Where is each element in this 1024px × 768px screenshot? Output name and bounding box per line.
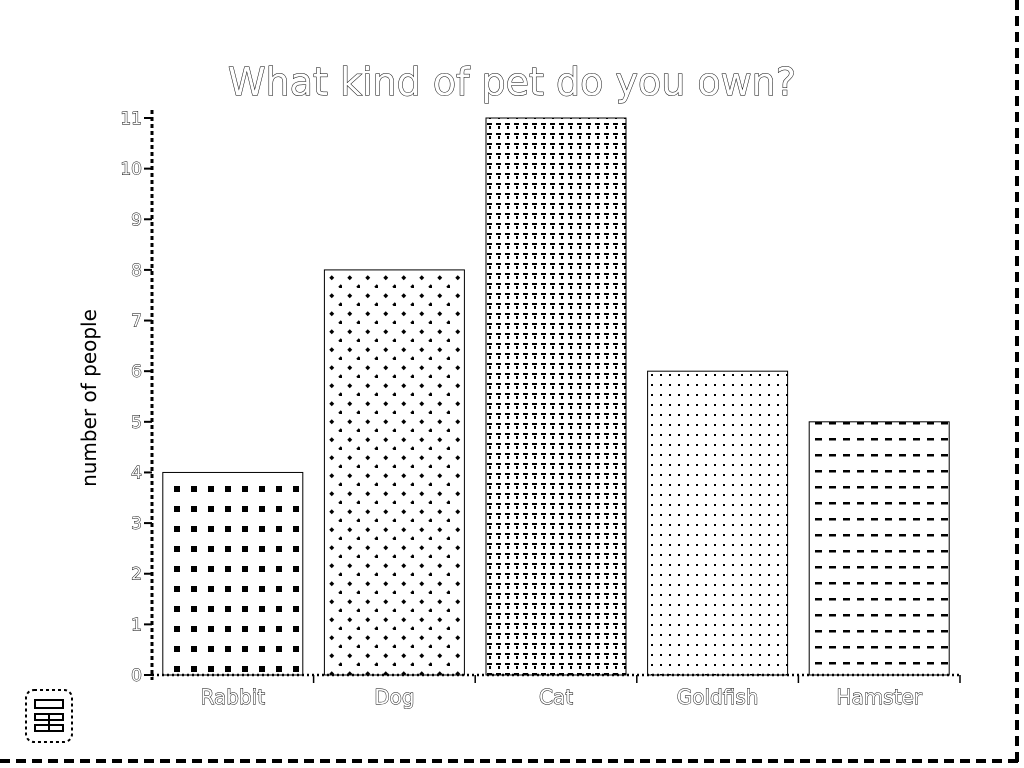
- y-tick-label: 6: [131, 362, 142, 382]
- x-tick-label-hamster: Hamster: [836, 685, 922, 709]
- bar-rabbit: [162, 471, 304, 676]
- y-tick-label: 3: [131, 514, 142, 534]
- bars: [162, 117, 950, 676]
- y-tick-label: 9: [131, 210, 142, 230]
- y-tick-label: 8: [131, 261, 142, 281]
- y-tick-label: 0: [131, 666, 142, 686]
- bar-cat: [485, 117, 627, 676]
- chart-title: What kind of pet do you own?: [228, 60, 796, 104]
- x-tick-label-dog: Dog: [374, 685, 414, 709]
- bar-dog: [323, 269, 465, 676]
- x-tick-labels: Rabbit Dog Cat Goldfish Hamster: [200, 675, 961, 709]
- y-tick-label: 4: [131, 463, 142, 483]
- y-tick-label: 11: [120, 109, 142, 129]
- x-tick-label-goldfish: Goldfish: [677, 685, 759, 709]
- y-tick-label: 5: [131, 413, 142, 433]
- y-tick-label: 10: [120, 160, 142, 180]
- bar-hamster: [808, 421, 950, 676]
- y-tick-label: 1: [131, 615, 142, 635]
- x-tick-label-rabbit: Rabbit: [201, 685, 266, 709]
- y-tick-label: 2: [131, 565, 142, 585]
- bar-goldfish: [647, 370, 789, 676]
- calculator-icon[interactable]: [25, 689, 73, 743]
- y-tick-label: 7: [131, 312, 142, 332]
- x-tick-label-cat: Cat: [539, 685, 573, 709]
- y-ticks: 0 1 2 3 4 5 6 7 8 9 10 11: [120, 109, 152, 686]
- y-axis-label: number of people: [77, 309, 101, 487]
